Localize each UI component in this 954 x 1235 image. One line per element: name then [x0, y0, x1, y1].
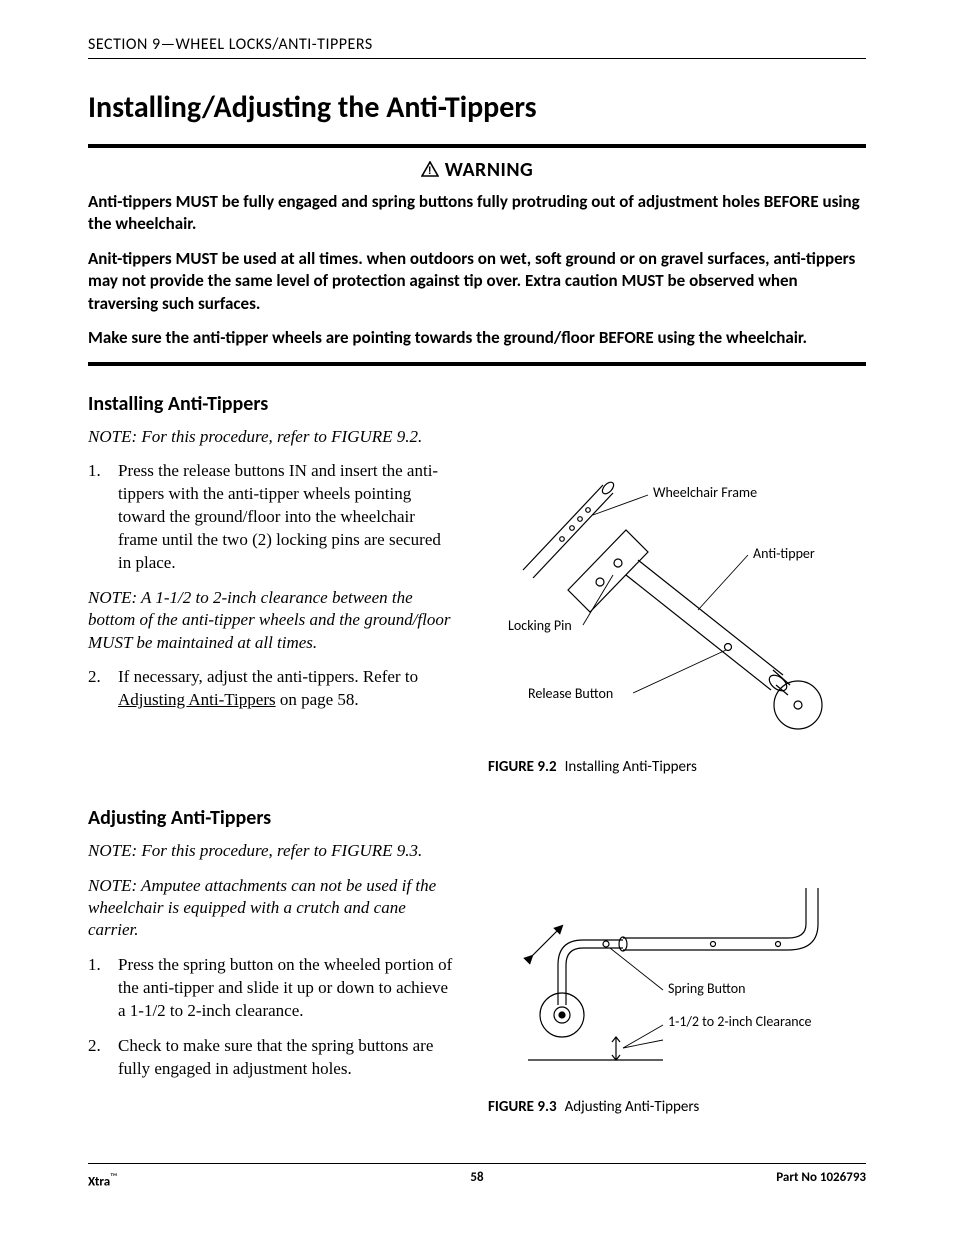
- adjust-heading: Adjusting Anti-Tippers: [88, 806, 866, 830]
- fig93-number: FIGURE 9.3: [488, 1098, 557, 1116]
- trademark-symbol: ™: [110, 1170, 117, 1183]
- footer-product-name: Xtra: [88, 1174, 110, 1189]
- warning-triangle-icon: !: [421, 159, 439, 183]
- install-step-2: If necessary, adjust the anti-tippers. R…: [88, 666, 458, 712]
- fig92-title: Installing Anti-Tippers: [565, 758, 697, 776]
- svg-text:!: !: [428, 165, 432, 177]
- fig93-label-clearance: 1-1/2 to 2-inch Clearance: [668, 1014, 812, 1030]
- figure-9-3-caption: FIGURE 9.3 Adjusting Anti-Tippers: [488, 1098, 866, 1116]
- install-heading: Installing Anti-Tippers: [88, 392, 866, 416]
- fig92-label-lockpin: Locking Pin: [508, 617, 572, 634]
- warning-rule-top: [88, 144, 866, 148]
- fig92-label-tipper: Anti-tipper: [753, 545, 815, 562]
- page-title: Installing/Adjusting the Anti-Tippers: [88, 89, 866, 126]
- warning-heading: ! WARNING: [88, 158, 866, 183]
- warning-para-1: Anti-tippers MUST be fully engaged and s…: [88, 191, 866, 236]
- adjust-note-1: NOTE: For this procedure, refer to FIGUR…: [88, 840, 458, 862]
- figure-9-2-caption: FIGURE 9.2 Installing Anti-Tippers: [488, 758, 866, 776]
- fig93-title: Adjusting Anti-Tippers: [565, 1098, 700, 1116]
- figure-9-2-container: Wheelchair Frame Anti-tipper Locking Pin…: [488, 460, 866, 776]
- adjust-text-column: NOTE: For this procedure, refer to FIGUR…: [88, 840, 458, 1116]
- warning-para-2: Anit-tippers MUST be used at all times. …: [88, 248, 866, 315]
- warning-rule-bottom: [88, 362, 866, 366]
- footer-product: Xtra™: [88, 1170, 117, 1189]
- install-step-2-pre: If necessary, adjust the anti-tippers. R…: [118, 667, 418, 686]
- adjust-step-1: Press the spring button on the wheeled p…: [88, 954, 458, 1023]
- install-note-1: NOTE: For this procedure, refer to FIGUR…: [88, 426, 866, 448]
- install-step-1: Press the release buttons IN and insert …: [88, 460, 458, 575]
- figure-9-3-diagram: [488, 870, 848, 1080]
- fig92-label-frame: Wheelchair Frame: [653, 484, 757, 501]
- section-header: SECTION 9—WHEEL LOCKS/ANTI-TIPPERS: [88, 35, 866, 59]
- install-text-column: Press the release buttons IN and insert …: [88, 460, 458, 776]
- footer-page-number: 58: [470, 1170, 483, 1185]
- install-note-2: NOTE: A 1-1/2 to 2-inch clearance betwee…: [88, 587, 458, 654]
- page-footer: Xtra™ 58 Part No 1026793: [88, 1163, 866, 1189]
- warning-para-3: Make sure the anti-tipper wheels are poi…: [88, 327, 866, 349]
- figure-9-3-container: Spring Button 1-1/2 to 2-inch Clearance …: [488, 840, 866, 1116]
- warning-heading-text: WARNING: [445, 158, 534, 182]
- install-step-2-xref[interactable]: Adjusting Anti-Tippers: [118, 690, 276, 709]
- adjust-step-2: Check to make sure that the spring butto…: [88, 1035, 458, 1081]
- install-step-2-post: on page 58.: [276, 690, 359, 709]
- adjust-note-2: NOTE: Amputee attachments can not be use…: [88, 875, 458, 942]
- fig92-label-release: Release Button: [528, 685, 613, 702]
- fig92-number: FIGURE 9.2: [488, 758, 557, 776]
- footer-part-number: Part No 1026793: [776, 1170, 866, 1189]
- fig93-label-spring: Spring Button: [668, 980, 745, 997]
